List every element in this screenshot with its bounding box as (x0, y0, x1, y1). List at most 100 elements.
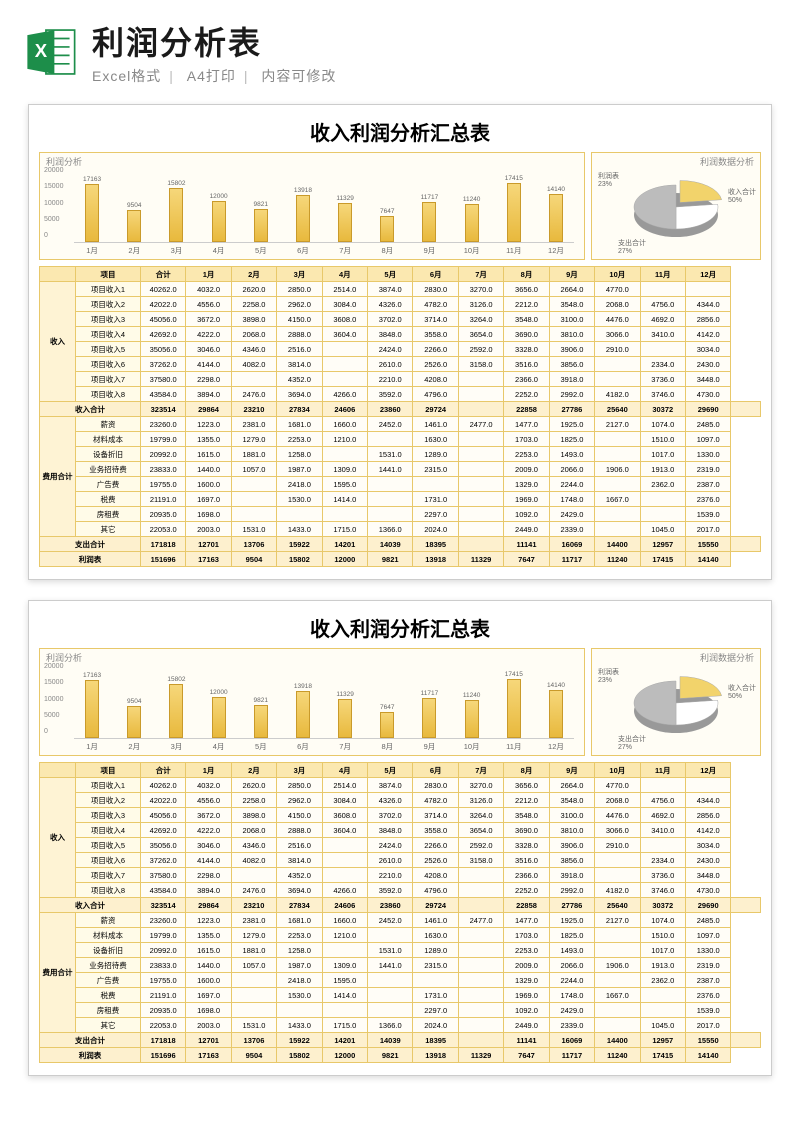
table-row: 项目收入535056.03046.04346.02516.02424.02266… (40, 342, 761, 357)
col-header: 3月 (277, 267, 322, 282)
table-row: 项目收入535056.03046.04346.02516.02424.02266… (40, 838, 761, 853)
bar: 7647 (369, 208, 405, 242)
table-row: 税费21191.01697.01530.01414.01731.01969.01… (40, 492, 761, 507)
income-total-row: 收入合计323514298642321027834246062386029724… (40, 402, 761, 417)
table-row: 项目收入843584.03894.02476.03694.04266.03592… (40, 387, 761, 402)
bar: 11717 (411, 194, 447, 242)
col-header: 10月 (595, 763, 640, 778)
table-row: 广告费19755.01600.02418.01595.01329.02244.0… (40, 973, 761, 988)
table-row: 业务招待费23833.01440.01057.01987.01309.01441… (40, 462, 761, 477)
bar: 14140 (538, 186, 574, 242)
profit-row: 利润表1516961716395041580212000982113918113… (40, 1048, 761, 1063)
col-header: 9月 (549, 763, 594, 778)
col-header: 9月 (549, 267, 594, 282)
bar: 11329 (327, 691, 363, 738)
table-row: 项目收入737580.02298.04352.02210.04208.02366… (40, 868, 761, 883)
table-row: 费用合计薪资23260.01223.02381.01681.01660.0245… (40, 913, 761, 928)
table-row: 收入项目收入140262.04032.02620.02850.02514.038… (40, 282, 761, 297)
pie-chart-title: 利润数据分析 (700, 651, 754, 664)
table-row: 材料成本19799.01355.01279.02253.01210.01630.… (40, 928, 761, 943)
profit-table: 项目合计1月2月3月4月5月6月7月8月9月10月11月12月收入项目收入140… (39, 762, 761, 1063)
table-row: 其它22053.02003.01531.01433.01715.01366.02… (40, 522, 761, 537)
bar: 15802 (158, 676, 194, 738)
col-header: 8月 (504, 763, 549, 778)
col-header: 12月 (685, 763, 730, 778)
col-header: 4月 (322, 267, 367, 282)
table-row: 项目收入637262.04144.04082.03814.02610.02526… (40, 357, 761, 372)
table-row: 项目收入242022.04556.02258.02962.03084.04326… (40, 297, 761, 312)
table-row: 房租费20935.01698.02297.01092.02429.01539.0 (40, 1003, 761, 1018)
table-row: 设备折旧20992.01615.01881.01258.01531.01289.… (40, 447, 761, 462)
table-row: 其它22053.02003.01531.01433.01715.01366.02… (40, 1018, 761, 1033)
table-row: 项目收入442692.04222.02068.02888.03604.03848… (40, 327, 761, 342)
table-row: 项目收入637262.04144.04082.03814.02610.02526… (40, 853, 761, 868)
bar: 9504 (116, 202, 152, 242)
bar: 11717 (411, 690, 447, 738)
col-header: 7月 (458, 763, 503, 778)
expense-total-row: 支出合计171818127011370615922142011403918395… (40, 537, 761, 552)
table-row: 设备折旧20992.01615.01881.01258.01531.01289.… (40, 943, 761, 958)
col-header: 1月 (186, 763, 231, 778)
col-header: 10月 (595, 267, 640, 282)
spreadsheet-page: 收入利润分析汇总表利润分析200001500010000500001716395… (28, 600, 772, 1076)
income-total-row: 收入合计323514298642321027834246062386029724… (40, 898, 761, 913)
bar: 9821 (243, 697, 279, 738)
table-row: 材料成本19799.01355.01279.02253.01210.01630.… (40, 432, 761, 447)
bar: 17415 (496, 175, 532, 242)
col-header: 4月 (322, 763, 367, 778)
expense-total-row: 支出合计171818127011370615922142011403918395… (40, 1033, 761, 1048)
bar: 13918 (285, 187, 321, 242)
col-header: 合计 (140, 267, 185, 282)
table-row: 项目收入345056.03672.03898.04150.03608.03702… (40, 312, 761, 327)
bar: 17415 (496, 671, 532, 738)
col-header: 11月 (640, 267, 685, 282)
header-subtitle: Excel格式| A4打印| 内容可修改 (92, 66, 776, 86)
header-title: 利润分析表 (92, 18, 776, 64)
col-header: 7月 (458, 267, 503, 282)
excel-icon: X (24, 25, 78, 79)
bar: 9504 (116, 698, 152, 738)
spreadsheet-page: 收入利润分析汇总表利润分析200001500010000500001716395… (28, 104, 772, 580)
pie-chart: 利润数据分析利润表23%支出合计27%收入合计50% (591, 152, 761, 260)
bar: 7647 (369, 704, 405, 738)
bar-chart: 利润分析200001500010000500001716395041580212… (39, 152, 585, 260)
col-header: 项目 (76, 763, 141, 778)
col-header: 11月 (640, 763, 685, 778)
table-row: 项目收入242022.04556.02258.02962.03084.04326… (40, 793, 761, 808)
page-header: X 利润分析表 Excel格式| A4打印| 内容可修改 (0, 0, 800, 90)
col-header: 合计 (140, 763, 185, 778)
table-row: 业务招待费23833.01440.01057.01987.01309.01441… (40, 958, 761, 973)
table-row: 项目收入737580.02298.04352.02210.04208.02366… (40, 372, 761, 387)
bar: 12000 (201, 689, 237, 738)
col-header: 5月 (368, 763, 413, 778)
bar: 11329 (327, 195, 363, 242)
bar: 14140 (538, 682, 574, 738)
bar: 13918 (285, 683, 321, 738)
col-header: 12月 (685, 267, 730, 282)
table-row: 房租费20935.01698.02297.01092.02429.01539.0 (40, 507, 761, 522)
bar: 17163 (74, 672, 110, 738)
profit-row: 利润表1516961716395041580212000982113918113… (40, 552, 761, 567)
bar: 15802 (158, 180, 194, 242)
table-row: 项目收入442692.04222.02068.02888.03604.03848… (40, 823, 761, 838)
bar: 17163 (74, 176, 110, 242)
table-row: 广告费19755.01600.02418.01595.01329.02244.0… (40, 477, 761, 492)
bar: 11240 (454, 196, 490, 242)
col-header: 6月 (413, 763, 458, 778)
bar-chart: 利润分析200001500010000500001716395041580212… (39, 648, 585, 756)
col-header: 5月 (368, 267, 413, 282)
col-header: 2月 (231, 267, 276, 282)
table-row: 项目收入843584.03894.02476.03694.04266.03592… (40, 883, 761, 898)
table-row: 费用合计薪资23260.01223.02381.01681.01660.0245… (40, 417, 761, 432)
table-row: 收入项目收入140262.04032.02620.02850.02514.038… (40, 778, 761, 793)
profit-table: 项目合计1月2月3月4月5月6月7月8月9月10月11月12月收入项目收入140… (39, 266, 761, 567)
col-header: 8月 (504, 267, 549, 282)
col-header: 1月 (186, 267, 231, 282)
col-header: 3月 (277, 763, 322, 778)
bar: 11240 (454, 692, 490, 738)
sheet-title: 收入利润分析汇总表 (39, 613, 761, 642)
bar: 12000 (201, 193, 237, 242)
col-header: 6月 (413, 267, 458, 282)
pie-chart-title: 利润数据分析 (700, 155, 754, 168)
col-header: 2月 (231, 763, 276, 778)
